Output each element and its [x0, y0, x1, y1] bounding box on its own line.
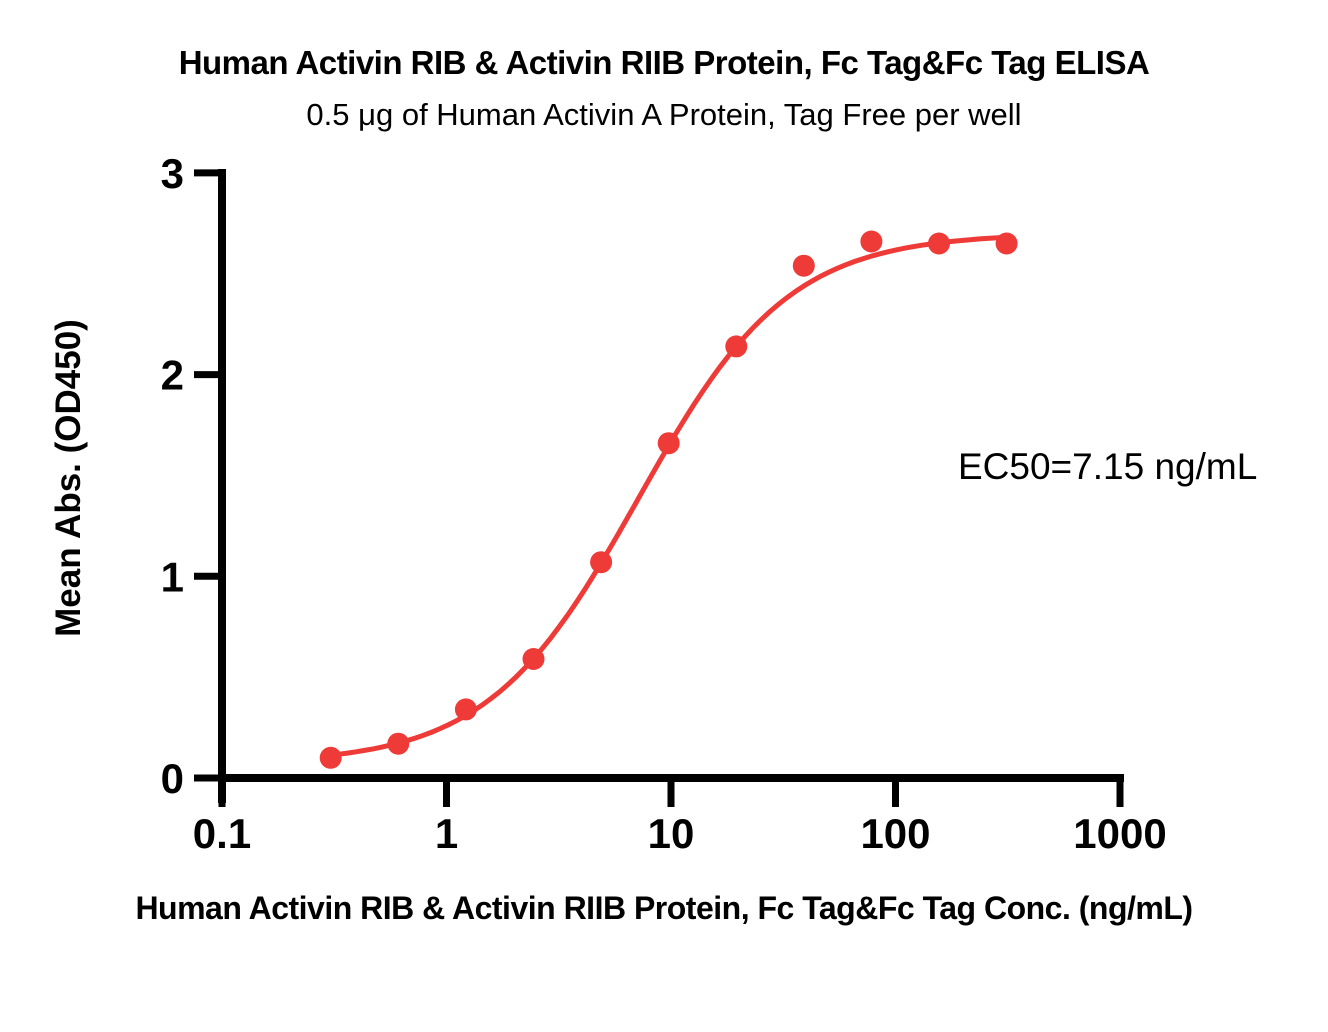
- data-points: [319, 230, 1018, 769]
- y-tick-label: 3: [161, 150, 184, 197]
- ec50-annotation: EC50=7.15 ng/mL: [958, 446, 1258, 487]
- axes: [194, 169, 1124, 807]
- x-tick-labels: 0.1 1 10 100 1000: [193, 810, 1167, 857]
- x-tick-label: 10: [648, 810, 695, 857]
- x-tick-marks: [218, 778, 1124, 807]
- y-tick-label: 1: [161, 553, 184, 600]
- y-tick-label: 2: [161, 352, 184, 399]
- x-tick-label: 0.1: [193, 810, 251, 857]
- chart-title: Human Activin RIB & Activin RIIB Protein…: [178, 44, 1150, 81]
- data-point: [928, 232, 950, 255]
- data-point: [725, 335, 748, 358]
- fit-curve-line: [328, 234, 1010, 758]
- x-axis-label: Human Activin RIB & Activin RIIB Protein…: [135, 890, 1193, 926]
- data-point: [995, 232, 1018, 255]
- x-tick-label: 1000: [1073, 810, 1166, 857]
- y-tick-marks: [194, 169, 222, 782]
- data-point: [454, 698, 477, 721]
- y-tick-labels: 0 1 2 3: [161, 150, 184, 802]
- chart-subtitle: 0.5 μg of Human Activin A Protein, Tag F…: [306, 97, 1022, 132]
- data-point: [387, 732, 410, 755]
- data-point: [319, 746, 342, 769]
- x-tick-label: 1: [435, 810, 458, 857]
- data-point: [522, 648, 545, 670]
- y-tick-label: 0: [161, 755, 184, 802]
- data-point: [590, 551, 613, 574]
- data-point: [860, 230, 883, 253]
- data-point: [792, 254, 815, 277]
- data-point: [657, 432, 680, 455]
- x-tick-label: 100: [860, 810, 930, 857]
